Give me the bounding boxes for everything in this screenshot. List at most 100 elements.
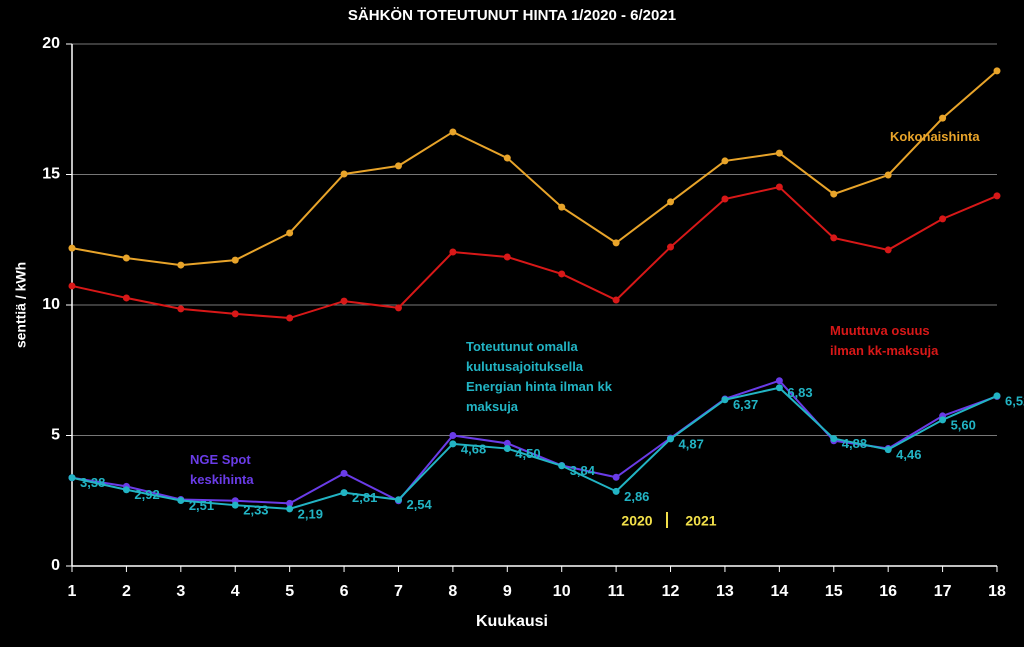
point <box>340 489 348 497</box>
data-label: 4,50 <box>515 446 540 461</box>
data-label: 2,19 <box>298 506 323 521</box>
data-label: 4,88 <box>842 436 867 451</box>
data-label: 3,38 <box>80 475 105 490</box>
point <box>939 215 947 223</box>
point <box>612 296 620 304</box>
point <box>503 253 511 261</box>
point <box>286 499 294 507</box>
series-line <box>71 70 998 267</box>
point <box>122 294 130 302</box>
y-tick-label: 5 <box>51 427 60 444</box>
data-label: 4,68 <box>461 441 486 456</box>
point <box>884 171 892 179</box>
point <box>667 435 675 443</box>
y-tick-label: 20 <box>42 35 60 52</box>
point <box>449 432 457 439</box>
point <box>340 297 348 305</box>
x-tick-label: 4 <box>231 583 240 600</box>
point <box>939 416 947 424</box>
point <box>993 67 1001 75</box>
point <box>721 157 729 165</box>
point <box>503 439 511 447</box>
point <box>177 496 185 504</box>
data-label: 2,86 <box>624 489 649 504</box>
point <box>612 473 620 481</box>
point <box>503 154 511 162</box>
data-label: 3,84 <box>570 463 596 478</box>
point <box>939 114 947 122</box>
y-tick-label: 10 <box>42 296 60 313</box>
data-label: 2,92 <box>134 487 159 502</box>
point <box>830 234 838 242</box>
point <box>667 198 675 206</box>
y-axis-label: senttiä / kWh <box>13 262 29 348</box>
x-tick-label: 9 <box>503 583 512 600</box>
point <box>830 435 838 443</box>
point <box>830 190 838 198</box>
point <box>721 396 729 404</box>
series-label: Muuttuva osuus ilman kk-maksuja <box>830 323 939 358</box>
x-tick-label: 14 <box>770 583 788 600</box>
point <box>884 446 892 454</box>
data-label: 4,87 <box>679 436 704 451</box>
point <box>721 195 729 203</box>
series-label: Toteutunut omalla kulutusajoituksella Ener… <box>466 339 613 414</box>
y-tick-label: 15 <box>42 166 60 183</box>
series-line <box>71 379 998 505</box>
x-axis-label: Kuukausi <box>476 613 548 630</box>
point <box>993 192 1001 200</box>
y-tick-label: 0 <box>51 557 60 574</box>
point <box>231 256 239 264</box>
x-tick-label: 16 <box>879 583 897 600</box>
point <box>394 162 402 170</box>
point <box>394 304 402 312</box>
x-tick-label: 13 <box>716 583 734 600</box>
year-label: 2021 <box>685 513 716 529</box>
x-tick-label: 12 <box>662 583 680 600</box>
series-label: Kokonaishinta <box>890 129 980 144</box>
year-label: 2020 <box>621 513 652 529</box>
point <box>558 270 566 278</box>
point <box>558 462 566 470</box>
point <box>177 261 185 269</box>
x-tick-label: 3 <box>176 583 185 600</box>
point <box>612 239 620 247</box>
x-tick-label: 6 <box>340 583 349 600</box>
point <box>775 384 783 392</box>
point <box>884 246 892 254</box>
series-label: NGE Spot keskihinta <box>190 452 254 487</box>
x-tick-label: 15 <box>825 583 843 600</box>
data-label: 4,46 <box>896 447 921 462</box>
point <box>775 183 783 191</box>
point <box>667 243 675 251</box>
point <box>449 440 457 448</box>
point <box>286 229 294 237</box>
point <box>286 505 294 513</box>
data-label: 2,51 <box>189 498 214 513</box>
x-tick-label: 2 <box>122 583 131 600</box>
series-line <box>71 185 998 320</box>
point <box>775 377 783 385</box>
data-label: 6,52 <box>1005 393 1024 408</box>
point <box>558 203 566 211</box>
year-box <box>610 505 735 541</box>
x-tick-label: 18 <box>988 583 1006 600</box>
data-label: 2,54 <box>406 497 432 512</box>
point <box>122 254 130 262</box>
chart-title: SÄHKÖN TOTEUTUNUT HINTA 1/2020 - 6/2021 <box>348 7 676 24</box>
point <box>68 474 76 482</box>
point <box>68 282 76 290</box>
data-label: 2,81 <box>352 490 377 505</box>
data-label: 6,83 <box>787 385 812 400</box>
data-label: 5,60 <box>951 417 976 432</box>
data-label: 6,37 <box>733 397 758 412</box>
x-tick-label: 5 <box>285 583 294 600</box>
x-tick-label: 17 <box>934 583 952 600</box>
point <box>340 469 348 477</box>
x-tick-label: 8 <box>448 583 457 600</box>
point <box>68 244 76 252</box>
point <box>449 128 457 136</box>
point <box>231 501 239 509</box>
